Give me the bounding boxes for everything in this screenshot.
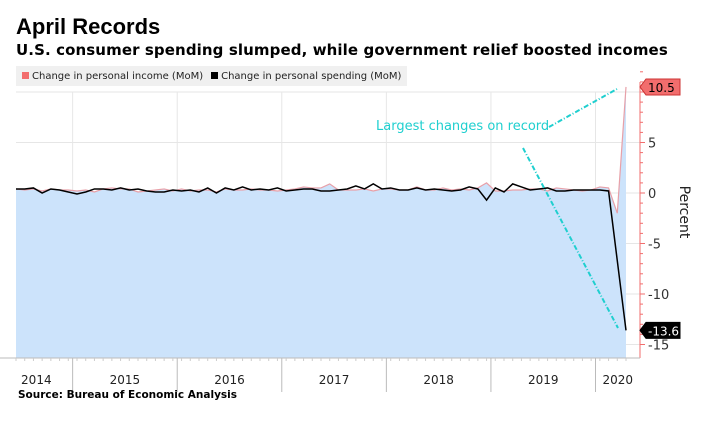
income-end-label: 10.5 — [648, 81, 675, 95]
spending-line — [16, 183, 627, 331]
income-end-label-bg — [639, 78, 681, 96]
x-tick-label: 2015 — [110, 373, 141, 387]
y-tick-label: -15 — [648, 339, 669, 354]
y-tick-label: -10 — [648, 288, 669, 303]
x-tick-label: 2014 — [21, 373, 52, 387]
y-tick-label: -5 — [648, 238, 661, 253]
annotation-text: Largest changes on record — [376, 119, 549, 134]
legend: Change in personal income (MoM) Change i… — [16, 66, 408, 86]
x-tick-label: 2019 — [528, 373, 559, 387]
income-swatch-icon — [22, 71, 29, 79]
spending-swatch-icon — [211, 71, 219, 79]
chart-subtitle: U.S. consumer spending slumped, while go… — [16, 41, 668, 59]
income-area — [16, 86, 626, 358]
y-axis-label: Percent — [676, 186, 692, 239]
chart-title: April Records — [16, 14, 161, 39]
y-tick-label: 0 — [648, 187, 656, 202]
legend-label: Change in personal income (MoM) — [32, 70, 204, 82]
x-tick-label: 2017 — [319, 373, 350, 387]
x-tick-label: 2020 — [602, 373, 633, 387]
spending-end-label-bg — [639, 321, 681, 339]
x-tick-label: 2018 — [423, 373, 454, 387]
legend-item-income: Change in personal income (MoM) — [22, 71, 203, 82]
source-note: Source: Bureau of Economic Analysis — [18, 389, 238, 401]
spending-end-label: -13.6 — [648, 324, 679, 338]
legend-item-spending: Change in personal spending (MoM) — [211, 71, 401, 82]
y-tick-label: 5 — [648, 137, 656, 152]
x-tick-label: 2016 — [214, 373, 245, 387]
annotation-arrow-income — [548, 88, 618, 128]
annotation-arrow-spending — [522, 147, 619, 329]
legend-label: Change in personal spending (MoM) — [221, 70, 402, 82]
